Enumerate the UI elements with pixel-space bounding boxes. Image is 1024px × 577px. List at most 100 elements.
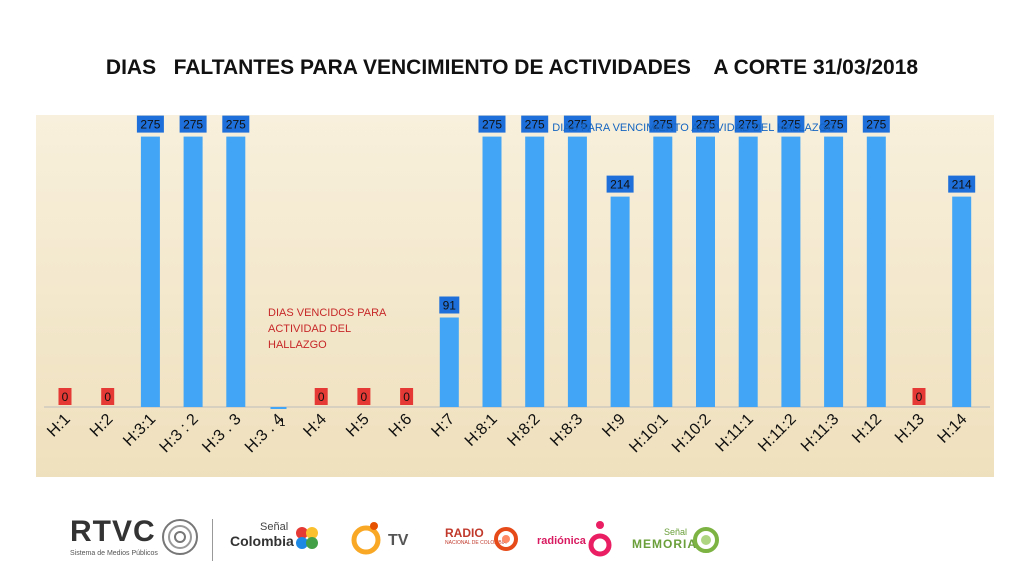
radionica-word: radiónica [537,535,586,547]
bar [824,136,844,407]
data-label-text: 0 [62,390,69,404]
bar [738,136,758,407]
legend-due: DIAS PARA VENCIMIENTO ACTIVIDAD DEL HALL… [552,122,836,134]
data-label: 0 [357,388,371,405]
data-label-text: 275 [653,118,673,132]
data-label: 214 [606,175,634,193]
data-label-box [948,175,976,193]
data-label-box [58,388,72,405]
bar [567,136,587,407]
data-label-text: 0 [361,390,368,404]
data-label: 275 [179,115,207,133]
data-label-box [101,388,115,405]
bar [653,136,673,407]
data-label-text: 275 [738,118,758,132]
data-label-text: 0 [916,390,923,404]
data-label-text: 275 [567,118,587,132]
data-label: 275 [521,115,549,133]
data-label: 0 [101,388,115,405]
bar [781,136,801,407]
canal-tv-logo: TV [388,521,408,571]
data-label-box [179,115,207,133]
senal-colombia-flower-icon [296,527,318,549]
data-label: 275 [734,115,762,133]
data-label-box [314,388,328,405]
data-label-text: 214 [610,178,630,192]
rtvc-subtitle: Sistema de Medios Públicos [70,550,158,557]
bar [482,136,502,407]
senal-memoria-main: MEMORIA [632,537,697,551]
data-label-text: 275 [525,118,545,132]
data-label-text: 91 [443,299,457,313]
data-label-text: 275 [226,118,246,132]
logo-divider [212,519,213,561]
data-label-box [136,115,164,133]
bar [183,136,203,407]
legend-overdue-line-3: HALLAZGO [268,339,327,351]
slide-title: DIAS FALTANTES PARA VENCIMIENTO DE ACTIV… [105,56,919,79]
data-label-box [734,115,762,133]
bar [525,136,545,407]
data-label-box [563,115,591,133]
data-label: 275 [478,115,506,133]
legend-overdue-line-1: DIAS VENCIDOS PARA [268,307,387,319]
senal-colombia-logo: Señal Colombia [230,521,294,571]
data-label: 214 [948,175,976,193]
senal-colombia-top: Señal [260,521,289,533]
data-label-text: 214 [952,178,972,192]
senal-memoria-swirl-icon [693,527,719,553]
canal-tv-word: TV [388,532,409,549]
data-label-text: 275 [482,118,502,132]
data-label-text: 275 [140,118,160,132]
data-label-box [357,388,371,405]
data-label: 91 [439,296,460,314]
bar [439,317,459,407]
data-label: 275 [649,115,677,133]
data-label: 0 [58,388,72,405]
rtvc-wordmark: RTVC [70,515,156,548]
data-label-text: 0 [318,390,325,404]
rtvc-spiral-icon [162,519,198,555]
data-label-box [439,296,460,314]
data-label-text: 275 [695,118,715,132]
data-label-text: 275 [183,118,203,132]
bar-chart: 0 0 275 275 275 0 0 0 91 275 275 275 214 275 275 275 275… [36,115,994,477]
data-label-box [521,115,549,133]
bar [696,136,715,407]
data-label: 0 [400,388,414,405]
data-label: 275 [222,115,250,133]
bar [610,196,630,407]
radionica-logo: radiónica [537,521,586,571]
data-label: 275 [820,115,848,133]
data-label-box [478,115,506,133]
data-label-box [606,175,634,193]
data-label-box [222,115,250,133]
rtvc-logo: RTVC Sistema de Medios Públicos [70,515,158,565]
data-label: 0 [314,388,328,405]
data-label-text: 275 [781,118,801,132]
data-label-box [692,115,719,133]
radio-nacional-swirl-icon [494,527,518,551]
data-label: 275 [862,115,890,133]
data-label: 275 [563,115,591,133]
radio-nacional-logo: RADIO NACIONAL DE COLOMBIA [445,527,507,577]
data-label-text: 0 [104,390,111,404]
data-label-text: 275 [824,118,844,132]
data-label-box [649,115,677,133]
legend-overdue: DIAS VENCIDOS PARA ACTIVIDAD DEL HALLAZG… [268,307,389,351]
data-label-box [777,115,805,133]
data-label: 275 [777,115,805,133]
data-label-box [400,388,414,405]
data-label: 275 [136,115,164,133]
bar [866,136,886,407]
radio-nacional-main: RADIO [445,526,484,540]
bar [952,196,972,407]
radio-nacional-sub: NACIONAL DE COLOMBIA [445,540,507,546]
senal-colombia-main: Colombia [230,533,294,549]
legend-overdue-line-2: ACTIVIDAD DEL [268,323,351,335]
data-label: 0 [912,388,926,405]
senal-memoria-logo: Señal MEMORIA [632,527,697,577]
radionica-circle-icon [588,521,612,557]
bar [226,136,246,407]
bar [140,136,160,407]
